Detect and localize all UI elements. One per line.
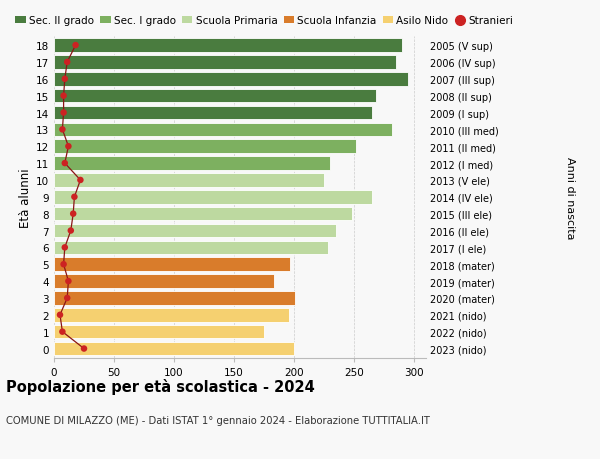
Bar [54,291,295,305]
Point [62,295,72,302]
Point [58,328,67,336]
Bar [54,258,290,271]
Bar [54,174,324,187]
Bar [54,308,289,322]
Point [66,227,76,235]
Point [64,143,73,151]
Y-axis label: Anni di nascita: Anni di nascita [565,156,575,239]
Bar [54,207,352,221]
Bar [54,73,408,86]
Point [71,42,80,50]
Bar [54,325,264,339]
Point [64,278,73,285]
Point [62,59,72,67]
Point [60,244,70,252]
Bar [54,39,402,53]
Point [60,76,70,83]
Text: Popolazione per età scolastica - 2024: Popolazione per età scolastica - 2024 [6,379,315,395]
Point [58,126,67,134]
Bar [54,190,372,204]
Point [79,345,89,353]
Point [68,211,78,218]
Bar [54,90,376,103]
Point [70,194,79,201]
Legend: Sec. II grado, Sec. I grado, Scuola Primaria, Scuola Infanzia, Asilo Nido, Stran: Sec. II grado, Sec. I grado, Scuola Prim… [11,12,517,30]
Point [76,177,85,184]
Bar [54,123,392,137]
Bar [54,56,396,69]
Point [59,93,68,100]
Point [55,312,65,319]
Bar [54,241,328,255]
Y-axis label: Età alunni: Età alunni [19,168,32,227]
Point [59,261,68,269]
Bar [54,342,294,356]
Point [59,110,68,117]
Text: COMUNE DI MILAZZO (ME) - Dati ISTAT 1° gennaio 2024 - Elaborazione TUTTITALIA.IT: COMUNE DI MILAZZO (ME) - Dati ISTAT 1° g… [6,415,430,425]
Bar [54,140,356,154]
Bar [54,275,274,288]
Bar [54,157,330,170]
Bar [54,224,336,238]
Point [60,160,70,168]
Bar [54,106,372,120]
